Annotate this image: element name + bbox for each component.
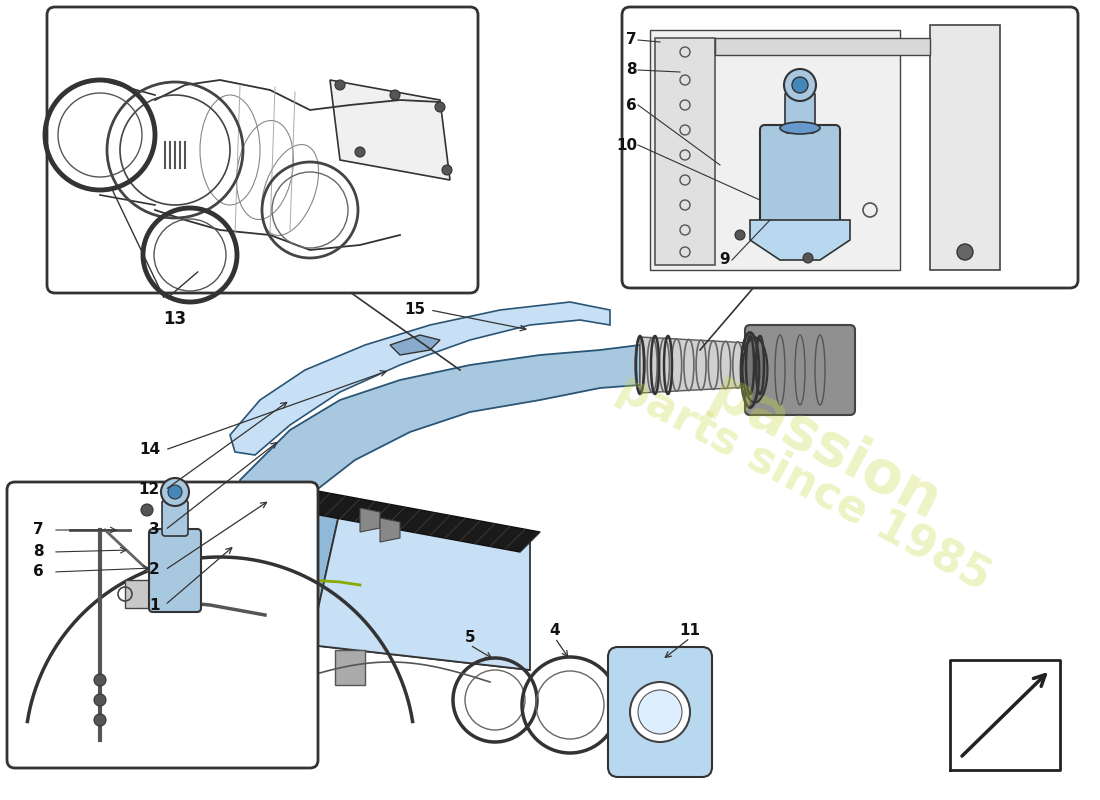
Polygon shape <box>240 345 640 525</box>
Circle shape <box>735 230 745 240</box>
Polygon shape <box>379 518 400 542</box>
Polygon shape <box>265 485 540 552</box>
Polygon shape <box>336 650 365 685</box>
Text: 2: 2 <box>150 562 160 578</box>
Circle shape <box>94 714 106 726</box>
Circle shape <box>442 165 452 175</box>
Ellipse shape <box>780 122 820 134</box>
Polygon shape <box>654 38 715 265</box>
Text: 1: 1 <box>150 598 160 613</box>
Polygon shape <box>360 508 379 532</box>
FancyBboxPatch shape <box>162 500 188 536</box>
Polygon shape <box>330 80 450 180</box>
Text: 4: 4 <box>550 623 560 638</box>
FancyBboxPatch shape <box>621 7 1078 288</box>
Circle shape <box>957 244 974 260</box>
Text: 12: 12 <box>139 482 159 498</box>
Polygon shape <box>220 620 530 670</box>
Text: passion: passion <box>700 363 949 532</box>
Circle shape <box>630 682 690 742</box>
Circle shape <box>94 694 106 706</box>
Text: 8: 8 <box>33 545 44 559</box>
Circle shape <box>94 674 106 686</box>
Circle shape <box>390 90 400 100</box>
Polygon shape <box>640 337 750 393</box>
Circle shape <box>230 567 266 603</box>
Text: 6: 6 <box>626 98 637 113</box>
Ellipse shape <box>742 338 768 402</box>
FancyBboxPatch shape <box>785 92 815 133</box>
Text: 3: 3 <box>150 522 160 538</box>
Polygon shape <box>930 25 1000 270</box>
Ellipse shape <box>245 549 285 582</box>
FancyBboxPatch shape <box>47 7 478 293</box>
Polygon shape <box>715 38 930 55</box>
Circle shape <box>220 557 276 613</box>
Polygon shape <box>310 510 530 670</box>
Circle shape <box>336 80 345 90</box>
Polygon shape <box>275 635 305 670</box>
FancyBboxPatch shape <box>148 529 201 612</box>
Text: 14: 14 <box>139 442 159 458</box>
Polygon shape <box>390 335 440 355</box>
Ellipse shape <box>238 542 293 588</box>
Text: 7: 7 <box>33 522 44 538</box>
Text: 5: 5 <box>464 630 475 645</box>
Polygon shape <box>650 30 900 270</box>
Text: 11: 11 <box>680 623 701 638</box>
FancyBboxPatch shape <box>7 482 318 768</box>
Polygon shape <box>220 485 340 645</box>
Text: parts since 1985: parts since 1985 <box>610 366 998 599</box>
Circle shape <box>355 147 365 157</box>
Circle shape <box>161 478 189 506</box>
FancyBboxPatch shape <box>745 325 855 415</box>
Polygon shape <box>230 302 610 455</box>
Circle shape <box>792 77 808 93</box>
Text: 7: 7 <box>626 33 637 47</box>
FancyBboxPatch shape <box>760 125 840 225</box>
Text: 9: 9 <box>719 253 730 267</box>
Polygon shape <box>250 485 530 540</box>
Text: 10: 10 <box>616 138 637 153</box>
Circle shape <box>434 102 446 112</box>
Text: 6: 6 <box>33 565 44 579</box>
Text: 8: 8 <box>626 62 637 78</box>
Polygon shape <box>750 220 850 260</box>
Circle shape <box>638 690 682 734</box>
Circle shape <box>168 485 182 499</box>
Text: 13: 13 <box>164 310 187 328</box>
Circle shape <box>141 504 153 516</box>
Circle shape <box>784 69 816 101</box>
Circle shape <box>803 253 813 263</box>
FancyBboxPatch shape <box>608 647 712 777</box>
Polygon shape <box>125 580 153 608</box>
Text: 15: 15 <box>404 302 425 318</box>
